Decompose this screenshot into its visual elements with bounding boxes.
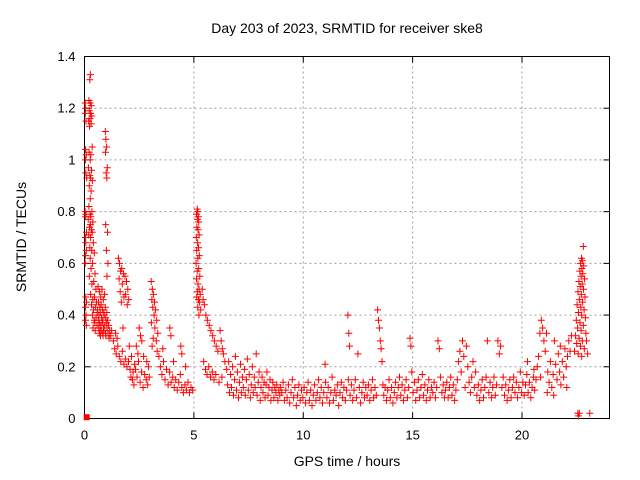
x-tick-label: 15 [405,428,419,443]
x-tick-label: 20 [515,428,529,443]
chart-title: Day 203 of 2023, SRMTID for receiver ske… [211,20,483,36]
y-tick-label: 0.4 [57,308,75,323]
x-tick-label: 0 [81,428,88,443]
y-tick-label: 1 [68,152,75,167]
origin-cluster-marker [83,414,90,421]
y-tick-label: 1.4 [57,49,75,64]
x-axis-label: GPS time / hours [293,453,401,469]
y-tick-label: 1.2 [57,101,75,116]
y-tick-label: 0.6 [57,256,75,271]
data-points [81,71,594,420]
y-tick-label: 0.2 [57,359,75,374]
x-tick-label: 5 [190,428,197,443]
y-tick-label: 0 [68,411,75,426]
x-tick-label: 10 [296,428,310,443]
y-tick-label: 0.8 [57,204,75,219]
